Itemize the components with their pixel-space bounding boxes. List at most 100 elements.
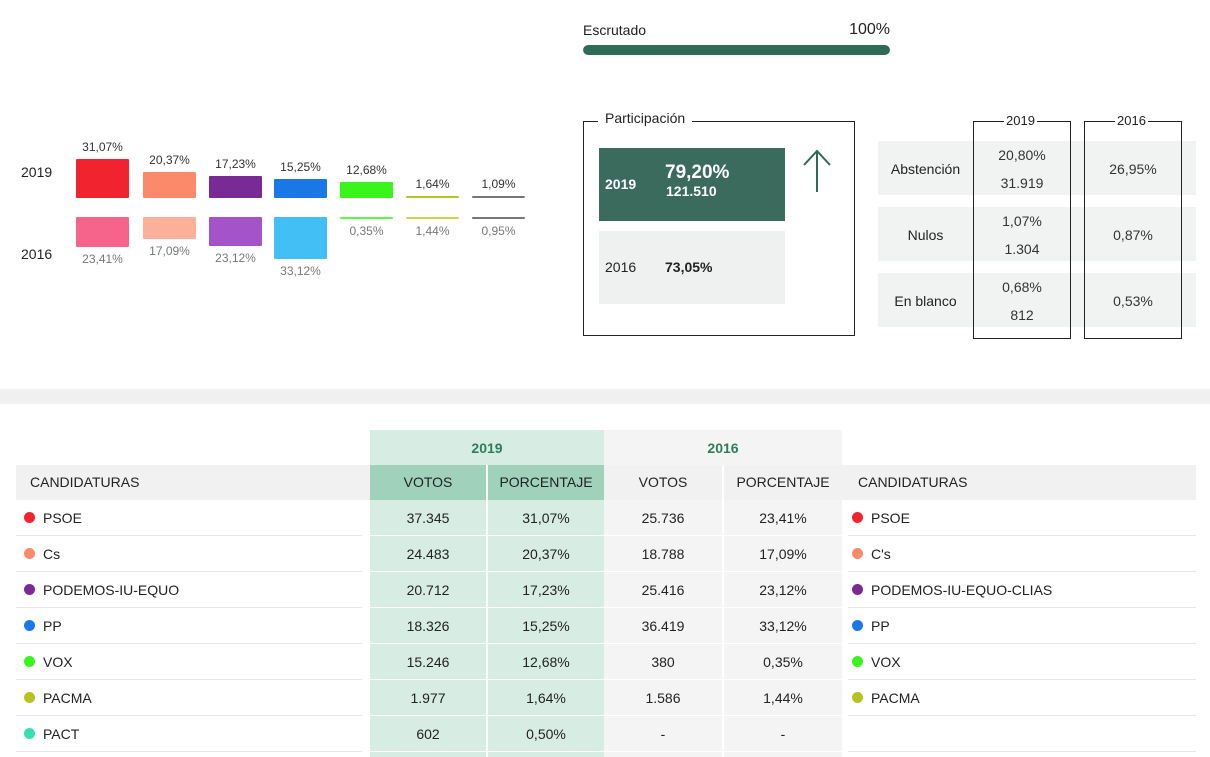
- nulos-label: Nulos: [907, 227, 944, 243]
- results-header-candidaturas-right: CANDIDATURAS: [858, 474, 968, 490]
- nulos-2019-pct: 1,07%: [1002, 213, 1042, 229]
- porcentaje-2016: 17,09%: [759, 546, 807, 562]
- porcentaje-2016: 23,41%: [759, 510, 807, 526]
- bar-2019-cs: [143, 172, 196, 198]
- escrutado-progress: [583, 45, 890, 55]
- bar-2016-pacma: [406, 217, 459, 219]
- bar-2016-value-psoe: 23,41%: [82, 251, 123, 266]
- row-divider-right: [848, 679, 1196, 680]
- bar-2016-value-podemos: 23,12%: [215, 251, 256, 266]
- row-divider-middle: [370, 607, 842, 608]
- bar-2019-value-psoe: 31,07%: [82, 139, 123, 154]
- en-blanco-2016-pct: 0,53%: [1113, 293, 1153, 309]
- porcentaje-2019: 0,50%: [526, 726, 566, 742]
- row-divider-middle: [370, 715, 842, 716]
- row-divider-middle: [370, 571, 842, 572]
- votos-2016: 380: [651, 654, 675, 670]
- party-name-2016: VOX: [871, 654, 901, 670]
- bar-2016-value-pacma: 1,44%: [415, 224, 450, 238]
- abstencion-2019-num: 31.919: [1000, 175, 1044, 191]
- bar-2016-pp: [274, 217, 327, 260]
- party-name-2016: PP: [871, 618, 890, 634]
- party-name-2016: PACMA: [871, 690, 920, 706]
- party-color-dot: [24, 620, 35, 631]
- results-header-porcentaje-2016: PORCENTAJE: [736, 474, 830, 490]
- participacion-2016-year: 2016: [605, 259, 637, 275]
- row-divider-left: [16, 751, 362, 752]
- en-blanco-row-bg: [878, 273, 1196, 327]
- party-color-dot: [24, 548, 35, 559]
- participacion-2016-card: 2016 73,05%: [599, 231, 785, 304]
- party-color-dot: [852, 548, 863, 559]
- row-divider-left: [16, 535, 362, 536]
- results-header-candidaturas-left: CANDIDATURAS: [30, 474, 140, 490]
- bar-2016-value-vox: 0,35%: [349, 224, 384, 238]
- row-divider-middle: [370, 679, 842, 680]
- party-color-dot: [852, 620, 863, 631]
- row-divider-right: [848, 535, 1196, 536]
- bar-2016-psoe: [76, 217, 129, 247]
- bar-2016-value-otros: 0,95%: [481, 224, 516, 238]
- party-name-2016: PODEMOS-IU-EQUO-CLIAS: [871, 582, 1053, 598]
- abstencion-row-bg: [878, 141, 1196, 195]
- party-color-dot: [24, 656, 35, 667]
- party-color-dot: [24, 512, 35, 523]
- comparison-year-2016: 2016: [21, 246, 53, 262]
- party-name-2016: PSOE: [871, 510, 910, 526]
- party-name-2019: PACT: [43, 726, 80, 742]
- col-divider-2019: [486, 465, 488, 757]
- row-divider-left: [16, 715, 362, 716]
- nulos-row-bg: [878, 207, 1196, 261]
- bar-2016-cs: [143, 217, 196, 239]
- row-divider-left: [16, 679, 362, 680]
- votos-2016: -: [660, 726, 666, 742]
- results-year-2019: 2019: [471, 440, 503, 456]
- abstencion-col-2019-title: 2019: [1004, 113, 1037, 128]
- row-divider-left: [16, 607, 362, 608]
- bar-2019-pp: [274, 178, 327, 198]
- en-blanco-2019-num: 812: [1010, 307, 1034, 323]
- en-blanco-2019-pct: 0,68%: [1002, 279, 1042, 295]
- row-divider-right: [848, 571, 1196, 572]
- party-name-2019: PACMA: [43, 690, 92, 706]
- col-divider-2016: [722, 465, 724, 757]
- bar-2019-podemos: [209, 176, 262, 198]
- votos-2019: 1.977: [410, 690, 446, 706]
- escrutado-value: 100%: [849, 21, 890, 38]
- participacion-panel: [583, 121, 855, 336]
- votos-2016: 36.419: [641, 618, 685, 634]
- votos-2019: 20.712: [406, 582, 450, 598]
- escrutado-progress-fill: [583, 45, 890, 55]
- porcentaje-2016: 0,35%: [763, 654, 803, 670]
- porcentaje-2019: 1,64%: [526, 690, 566, 706]
- abstencion-label: Abstención: [890, 161, 961, 177]
- party-color-dot: [24, 728, 35, 739]
- row-divider-right: [848, 751, 1196, 752]
- nulos-2016-pct: 0,87%: [1113, 227, 1153, 243]
- participacion-2019-pct: 79,20%: [665, 162, 730, 183]
- abstencion-2016-pct: 26,95%: [1109, 161, 1157, 177]
- bar-2019-otros: [472, 196, 525, 198]
- porcentaje-2016: -: [780, 726, 786, 742]
- party-name-2016: C's: [871, 546, 891, 562]
- party-name-2019: PSOE: [43, 510, 82, 526]
- en-blanco-label: En blanco: [894, 293, 957, 309]
- bar-2019-value-pp: 15,25%: [280, 159, 321, 174]
- party-name-2019: Cs: [43, 546, 61, 562]
- row-divider-right: [848, 715, 1196, 716]
- bar-2016-value-pp: 33,12%: [280, 264, 321, 279]
- bar-2019-value-cs: 20,37%: [149, 153, 190, 168]
- votos-2019: 602: [416, 726, 440, 742]
- bar-2019-psoe: [76, 158, 129, 198]
- porcentaje-2019: 12,68%: [522, 654, 570, 670]
- porcentaje-2019: 31,07%: [522, 510, 570, 526]
- bar-2019-vox: [340, 181, 393, 198]
- row-divider-middle: [370, 751, 842, 752]
- abstencion-col-2016-title: 2016: [1115, 113, 1148, 128]
- results-header-row: [16, 465, 1196, 500]
- bar-2016-podemos: [209, 217, 262, 247]
- bar-2019-value-podemos: 17,23%: [215, 157, 256, 172]
- row-divider-right: [848, 643, 1196, 644]
- votos-2019: 24.483: [406, 546, 450, 562]
- participacion-2016-pct: 73,05%: [665, 259, 713, 275]
